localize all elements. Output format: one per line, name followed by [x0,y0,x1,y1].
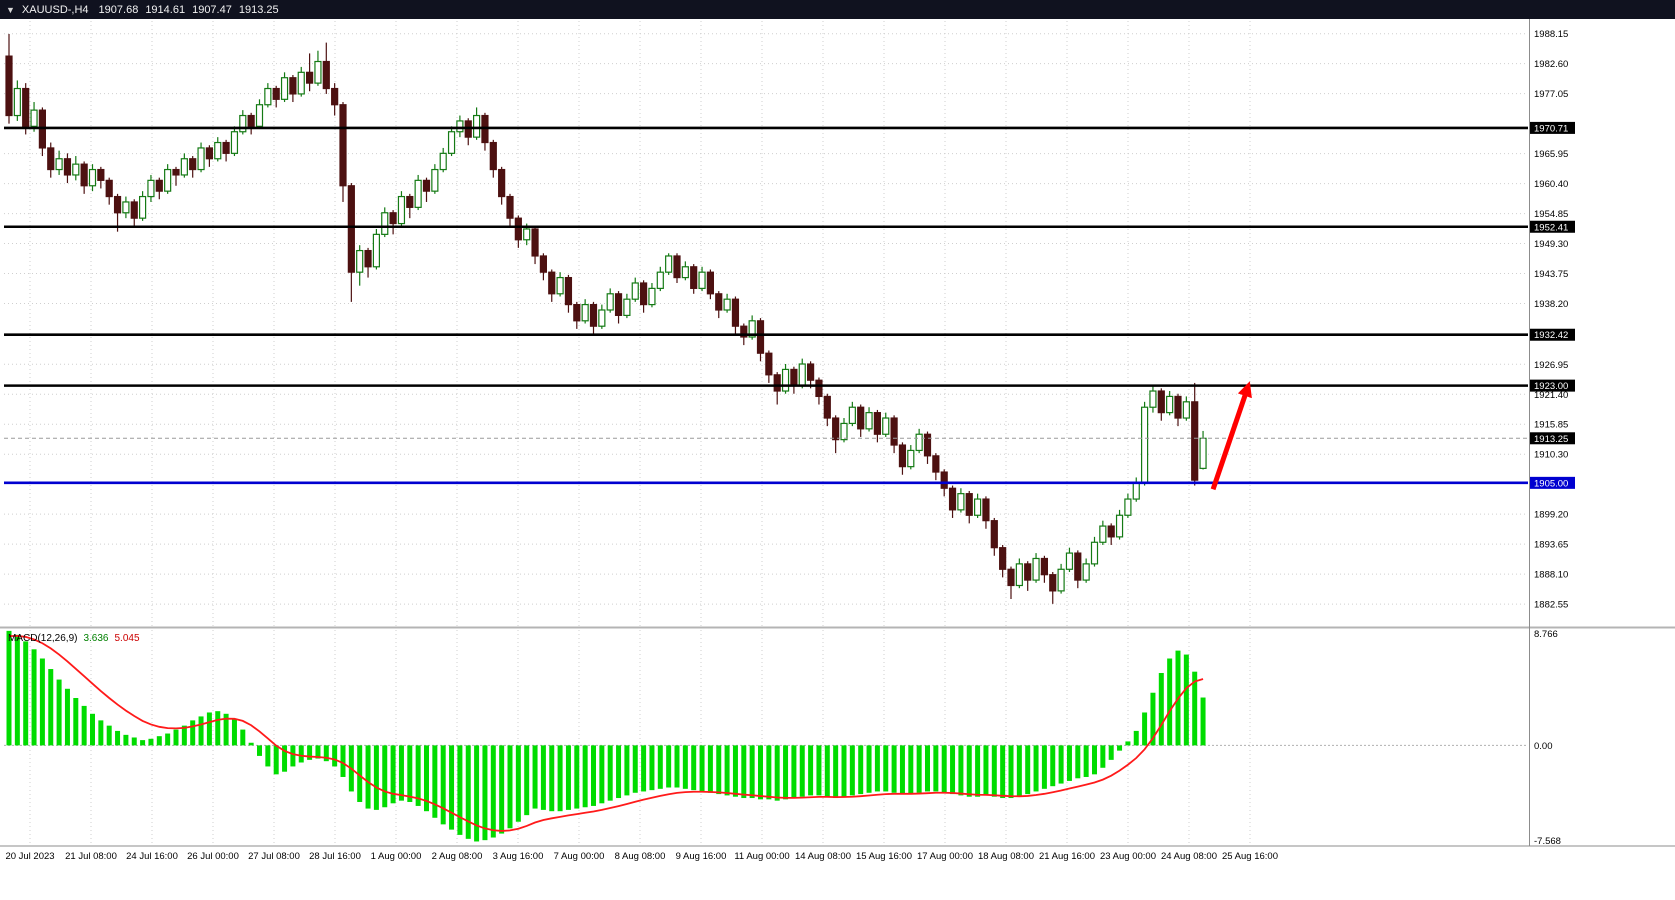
svg-text:0.00: 0.00 [1534,741,1553,752]
pane-divider[interactable] [0,626,1675,629]
svg-text:-7.568: -7.568 [1534,836,1561,847]
svg-text:26 Jul 00:00: 26 Jul 00:00 [187,851,239,862]
svg-text:21 Aug 16:00: 21 Aug 16:00 [1039,851,1095,862]
svg-text:1988.15: 1988.15 [1534,29,1568,40]
svg-text:1952.41: 1952.41 [1534,222,1568,233]
svg-text:8.766: 8.766 [1534,629,1558,640]
svg-text:1970.71: 1970.71 [1534,123,1568,134]
price-badge: 1923.00 [1530,379,1575,392]
svg-text:1882.55: 1882.55 [1534,600,1568,611]
svg-text:1899.20: 1899.20 [1534,510,1568,521]
svg-text:1923.00: 1923.00 [1534,381,1568,392]
chart-dropdown-icon[interactable]: ▼ [6,4,15,15]
svg-text:1982.60: 1982.60 [1534,59,1568,70]
candles [5,33,1207,604]
svg-text:8 Aug 08:00: 8 Aug 08:00 [615,851,666,862]
chart-title-bar: ▼ XAUUSD-,H4 1907.68 1914.61 1907.47 191… [0,0,1675,19]
price-badge: 1952.41 [1530,220,1575,233]
svg-text:15 Aug 16:00: 15 Aug 16:00 [856,851,912,862]
svg-text:1926.95: 1926.95 [1534,360,1568,371]
macd-indicator-label: MACD(12,26,9) 3.636 5.045 [8,633,140,644]
svg-text:20 Jul 2023: 20 Jul 2023 [5,851,54,862]
svg-text:1932.42: 1932.42 [1534,330,1568,341]
svg-text:1888.10: 1888.10 [1534,570,1568,581]
svg-text:1960.40: 1960.40 [1534,179,1568,190]
svg-text:1905.00: 1905.00 [1534,478,1568,489]
macd-signal-line [8,634,1204,832]
svg-text:17 Aug 00:00: 17 Aug 00:00 [917,851,973,862]
svg-text:3 Aug 16:00: 3 Aug 16:00 [493,851,544,862]
svg-text:11 Aug 00:00: 11 Aug 00:00 [734,851,789,862]
svg-text:1949.30: 1949.30 [1534,239,1568,250]
svg-text:1921.40: 1921.40 [1534,390,1568,401]
price-badge: 1913.25 [1530,432,1575,445]
price-badge: 1970.71 [1530,121,1575,134]
ohlc-close-value: 1913.25 [238,3,279,16]
svg-text:18 Aug 08:00: 18 Aug 08:00 [978,851,1034,862]
svg-text:1913.25: 1913.25 [1534,434,1568,445]
svg-text:9 Aug 16:00: 9 Aug 16:00 [676,851,727,862]
grid-lines [4,21,1528,845]
svg-text:14 Aug 08:00: 14 Aug 08:00 [795,851,851,862]
svg-text:1954.85: 1954.85 [1534,209,1568,220]
svg-text:25 Aug 16:00: 25 Aug 16:00 [1222,851,1278,862]
svg-text:1915.85: 1915.85 [1534,420,1568,431]
candlestick-chart[interactable]: MACD(12,26,9) 3.636 5.045 1988.15 1982.60 197… [0,19,1675,900]
price-axis[interactable]: 1988.15 1982.60 1977.05 1965.95 1960.40 1954.… [1530,29,1575,611]
svg-text:1 Aug 00:00: 1 Aug 00:00 [371,851,422,862]
ohlc-high-value: 1914.61 [145,3,186,16]
macd-histogram [6,630,1206,842]
svg-text:28 Jul 16:00: 28 Jul 16:00 [309,851,361,862]
ohlc-low-value: 1907.47 [192,3,232,16]
svg-text:24 Jul 16:00: 24 Jul 16:00 [126,851,178,862]
up-arrow-annotation[interactable] [1210,381,1252,491]
time-axis[interactable]: 20 Jul 2023 21 Jul 08:00 24 Jul 16:00 26 Ju… [5,851,1278,862]
svg-text:1893.65: 1893.65 [1534,540,1568,551]
horizontal-level-lines[interactable] [4,126,1528,485]
svg-text:2 Aug 08:00: 2 Aug 08:00 [432,851,483,862]
svg-text:24 Aug 08:00: 24 Aug 08:00 [1161,851,1217,862]
svg-text:1977.05: 1977.05 [1534,89,1568,100]
price-badge: 1905.00 [1530,476,1575,489]
svg-text:7 Aug 00:00: 7 Aug 00:00 [554,851,605,862]
svg-text:1910.30: 1910.30 [1534,450,1568,461]
price-badge: 1932.42 [1530,328,1575,341]
ohlc-open-value: 1907.68 [98,3,139,16]
svg-text:1965.95: 1965.95 [1534,149,1568,160]
svg-text:1938.20: 1938.20 [1534,299,1568,310]
macd-pane: MACD(12,26,9) 3.636 5.045 [4,630,1528,842]
macd-scale[interactable]: 8.766 0.00 -7.568 [1534,629,1561,847]
svg-text:23 Aug 00:00: 23 Aug 00:00 [1100,851,1156,862]
svg-text:21 Jul 08:00: 21 Jul 08:00 [65,851,117,862]
svg-text:27 Jul 08:00: 27 Jul 08:00 [248,851,300,862]
svg-text:1943.75: 1943.75 [1534,269,1568,280]
symbol-timeframe-label: XAUUSD-,H4 [21,3,89,16]
